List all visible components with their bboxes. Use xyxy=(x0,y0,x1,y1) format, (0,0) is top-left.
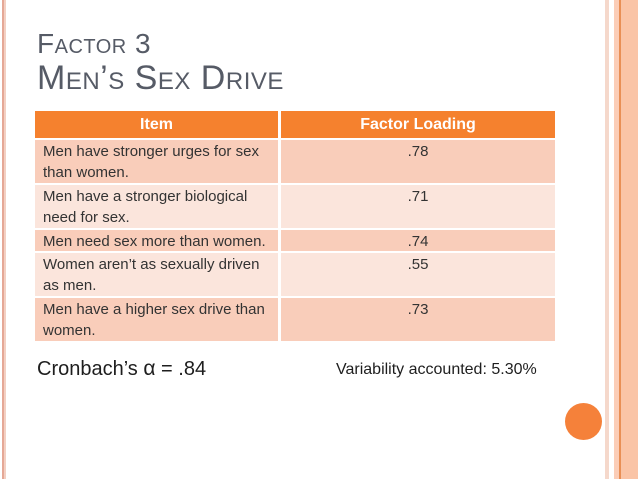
left-edge-stripe-dark xyxy=(2,0,4,479)
right-edge-stripe-light xyxy=(614,0,619,479)
column-divider xyxy=(278,185,281,228)
item-cell: Men have a higher sex drive than women. xyxy=(35,298,278,341)
loading-cell: .55 xyxy=(281,253,555,296)
right-edge-band xyxy=(621,0,638,479)
column-divider xyxy=(278,298,281,341)
item-cell: Men have stronger urges for sex than wom… xyxy=(35,140,278,183)
table-body: Men have stronger urges for sex than wom… xyxy=(35,140,555,341)
cronbach-alpha-text: Cronbach’s α = .84 xyxy=(37,356,206,382)
table-header-row: Item Factor Loading xyxy=(35,111,555,138)
loading-cell: .71 xyxy=(281,185,555,228)
loading-cell: .74 xyxy=(281,230,555,251)
table-row: Men have stronger urges for sex than wom… xyxy=(35,140,555,183)
table-row: Men have a stronger biological need for … xyxy=(35,185,555,228)
header-cell-item: Item xyxy=(35,111,278,138)
column-divider xyxy=(278,111,281,138)
accent-circle xyxy=(565,403,602,440)
slide-title: Factor 3 Men’s Sex Drive xyxy=(37,28,284,96)
title-line-2: Men’s Sex Drive xyxy=(37,59,284,97)
table-row: Men have a higher sex drive than women..… xyxy=(35,298,555,341)
table-row: Women aren’t as sexually driven as men..… xyxy=(35,253,555,296)
alpha-symbol: α xyxy=(143,357,156,380)
cronbach-suffix: = .84 xyxy=(155,358,207,380)
item-cell: Men have a stronger biological need for … xyxy=(35,185,278,228)
column-divider xyxy=(278,253,281,296)
header-cell-factor-loading: Factor Loading xyxy=(281,111,555,138)
left-edge-stripe-light xyxy=(4,0,6,479)
right-edge-stripe-pale xyxy=(605,0,609,479)
item-cell: Men need sex more than women. xyxy=(35,230,278,251)
item-cell: Women aren’t as sexually driven as men. xyxy=(35,253,278,296)
table-row: Men need sex more than women. .74 xyxy=(35,230,555,251)
variability-text: Variability accounted: 5.30% xyxy=(336,361,537,378)
cronbach-prefix: Cronbach’s xyxy=(37,358,144,380)
loading-cell: .73 xyxy=(281,298,555,341)
right-edge-stripe-dark xyxy=(619,0,621,479)
factor-loading-table: Item Factor Loading Men have stronger ur… xyxy=(35,111,555,341)
title-line-1: Factor 3 xyxy=(37,28,152,59)
column-divider xyxy=(278,140,281,183)
loading-cell: .78 xyxy=(281,140,555,183)
column-divider xyxy=(278,230,281,251)
